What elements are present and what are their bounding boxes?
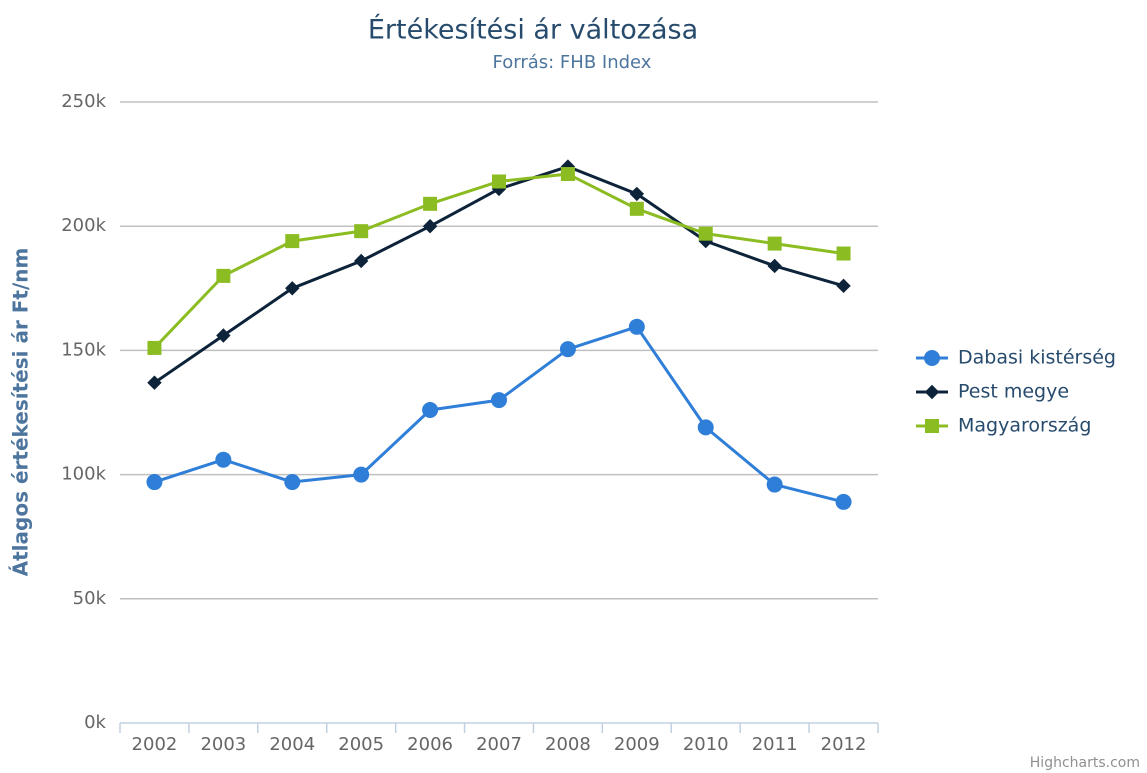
x-tick-label: 2003 — [200, 734, 246, 755]
y-tick-label: 150k — [61, 339, 106, 360]
point — [353, 466, 370, 483]
point — [422, 219, 438, 234]
point — [698, 226, 713, 241]
chart-title: Értékesítési ár változása — [368, 14, 698, 46]
x-tick-label: 2011 — [752, 734, 798, 755]
series-line — [153, 172, 844, 349]
x-tick-label: 2008 — [545, 734, 591, 755]
point — [924, 384, 940, 400]
point — [422, 402, 439, 419]
y-tick-label: 0k — [84, 712, 106, 733]
point — [629, 201, 644, 216]
point — [492, 174, 506, 189]
x-tick-label: 2006 — [407, 734, 453, 755]
x-tick-label: 2010 — [683, 734, 729, 755]
point — [285, 234, 300, 249]
x-tick-label: 2009 — [614, 734, 660, 755]
point — [925, 419, 939, 433]
point — [353, 253, 369, 269]
point — [215, 451, 232, 468]
point — [767, 258, 782, 274]
point — [697, 419, 714, 436]
point — [628, 318, 645, 335]
point — [354, 224, 369, 239]
credits: Highcharts.com — [1030, 755, 1140, 771]
point — [836, 278, 851, 294]
y-axis-title: Átlagos értékesítési ár Ft/nm — [9, 248, 33, 577]
legend-label: Pest megye — [958, 381, 1069, 403]
x-tick-label: 2012 — [821, 734, 867, 755]
point — [147, 375, 162, 390]
y-tick-label: 200k — [61, 215, 106, 236]
point — [698, 233, 713, 249]
x-tick-label: 2004 — [269, 734, 315, 755]
point — [767, 236, 782, 251]
x-tick-label: 2002 — [132, 734, 178, 755]
x-tick-label: 2005 — [338, 734, 384, 755]
y-tick-label: 100k — [61, 464, 106, 485]
point — [491, 392, 507, 409]
chart-subtitle: Forrás: FHB Index — [493, 52, 652, 73]
point — [924, 350, 940, 366]
point — [836, 246, 851, 261]
point — [284, 474, 301, 491]
point — [560, 167, 575, 182]
point — [216, 268, 231, 283]
point — [629, 186, 645, 202]
legend-label: Magyarország — [958, 415, 1091, 437]
series-line — [153, 325, 844, 504]
point — [216, 328, 231, 343]
point — [559, 341, 576, 358]
x-tick-label: 2007 — [476, 734, 522, 755]
y-tick-label: 50k — [73, 588, 107, 609]
point — [423, 196, 438, 211]
y-tick-label: 250k — [61, 91, 106, 112]
point — [835, 493, 852, 510]
point — [491, 181, 507, 197]
point — [285, 281, 300, 296]
point — [146, 474, 163, 491]
legend-label: Dabasi kistérség — [958, 347, 1116, 369]
point — [766, 476, 783, 493]
point — [147, 340, 162, 355]
